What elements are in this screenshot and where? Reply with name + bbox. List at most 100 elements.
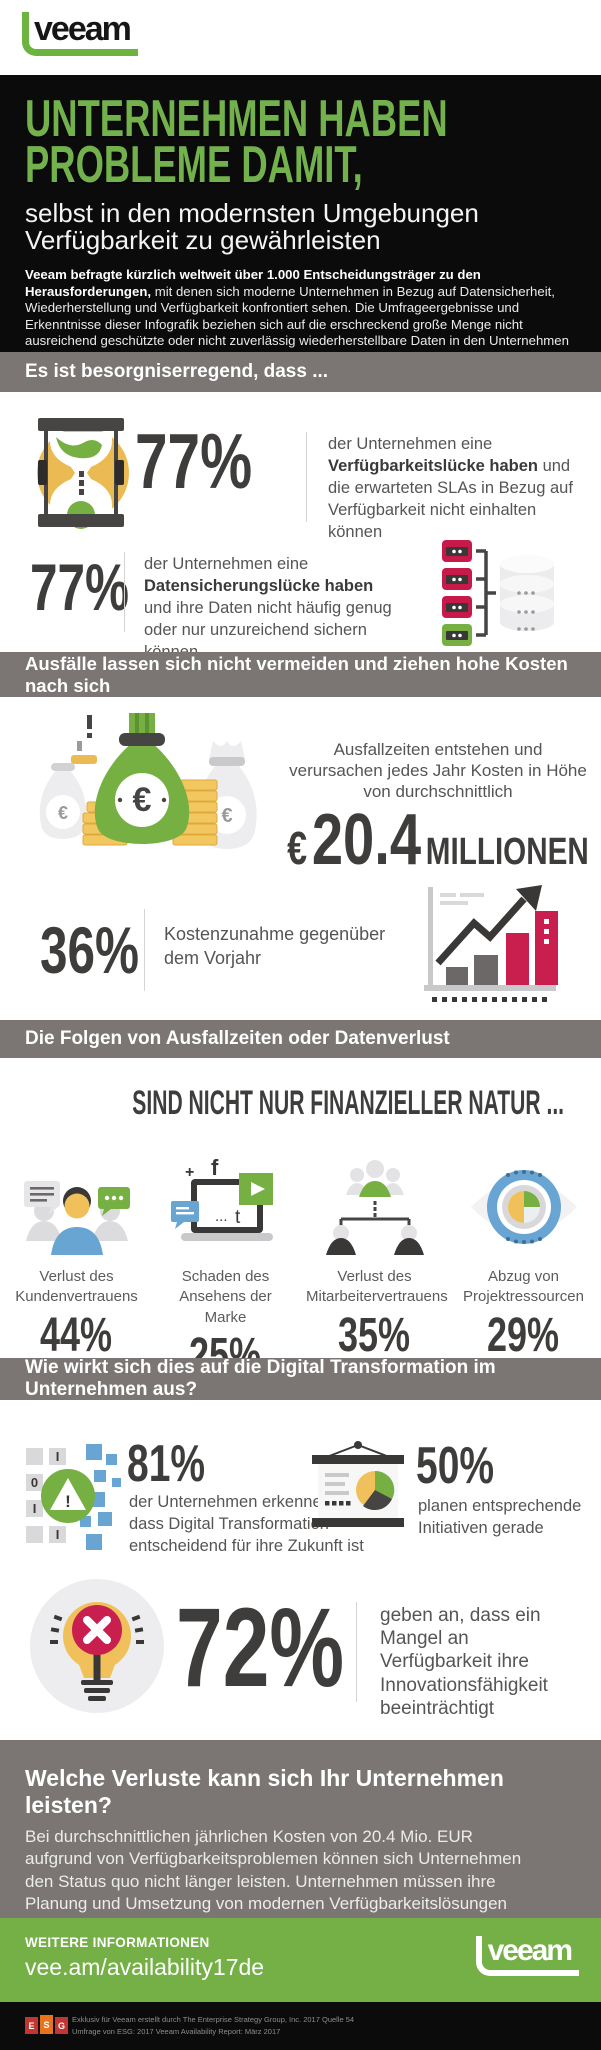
consequence-label: Abzug von Projektressourcen — [463, 1268, 584, 1306]
consequences-section: SIND NICHT NUR FINANZIELLER NATUR ... — [0, 1058, 601, 1379]
svg-text:...: ... — [215, 1208, 228, 1225]
dt-importance-text: der Unternehmen erkennen, dass Digital T… — [129, 1493, 364, 1555]
dt-importance-value: 81% — [127, 1435, 206, 1493]
credits-strip: E S G Exklusiv für Veeam erstellt durch … — [0, 2002, 601, 2050]
footer-banner: WEITERE INFORMATIONEN vee.am/availabilit… — [0, 1918, 601, 2002]
cost-increase-text: Kostenzunahme gegenüber dem Vorjahr — [164, 924, 386, 968]
presentation-pie-icon — [308, 1440, 408, 1545]
cost-increase-stat: 36% Kostenzunahme gegenüber dem Vorjahr — [0, 877, 601, 1020]
consequence-customers: Verlust des Kundenvertrauens 44% — [2, 1155, 151, 1380]
footer-info-label: WEITERE INFORMATIONEN — [25, 1935, 210, 1950]
hero-title: UNTERNEHMEN HABEN PROBLEME DAMIT, — [25, 90, 448, 194]
brand-laptop-icon: + f ... t — [151, 1155, 300, 1255]
svg-text:!: ! — [65, 1492, 71, 1511]
consequence-label: Verlust des Mitarbeitervertrauens — [306, 1268, 448, 1306]
section-bar-concern-title: Es ist besorgniserregend, dass ... — [25, 361, 329, 382]
hero-title-line1: UNTERNEHMEN HABEN — [25, 90, 448, 148]
svg-text:I: I — [56, 1527, 60, 1542]
consequence-value: 29% — [487, 1308, 560, 1362]
innovation-value: 72% — [176, 1585, 345, 1710]
bulb-cross-icon — [28, 1576, 166, 1721]
svg-text:€: € — [221, 805, 232, 827]
eye-pie-icon — [449, 1155, 598, 1255]
divider — [124, 552, 125, 632]
consequence-employees: Verlust des Mitarbeitervertrauens 35% — [300, 1155, 449, 1380]
backup-gap-stat: 77% der Unternehmen eine Datensicherungs… — [0, 522, 601, 661]
divider — [356, 1602, 357, 1702]
section-bar-consequences-title: Die Folgen von Ausfallzeiten oder Datenv… — [25, 1028, 450, 1049]
svg-text:f: f — [211, 1157, 219, 1180]
hero-subtitle-line1: selbst in den modernsten Umgebungen — [25, 198, 479, 228]
euro-symbol: € — [287, 822, 308, 874]
binary-warning-icon: I 0 I I ! — [24, 1442, 124, 1562]
consequence-label: Verlust des Kundenvertrauens — [15, 1268, 138, 1306]
dt-initiatives-value: 50% — [416, 1437, 495, 1495]
divider — [306, 432, 307, 522]
availability-gap-value: 77% — [135, 417, 253, 505]
section-bar-costs-title: Ausfälle lassen sich nicht vermeiden und… — [25, 652, 568, 696]
consequence-value: 35% — [338, 1308, 411, 1362]
hero-title-line2: PROBLEME DAMIT, — [25, 136, 363, 194]
veeam-swoosh-icon — [475, 1936, 579, 1976]
credit-line1: Exklusiv für Veeam erstellt durch The En… — [72, 2015, 355, 2024]
hero-section: UNTERNEHMEN HABEN PROBLEME DAMIT, selbst… — [0, 75, 601, 365]
innovation-text: geben an, dass ein Mangel an Verfügbarke… — [380, 1605, 548, 1719]
hero-subtitle-line2: Verfügbarkeit zu gewährleisten — [25, 225, 381, 255]
cost-text-block: Ausfallzeiten entstehen und verursachen … — [287, 697, 589, 876]
growth-chart-icon — [420, 883, 568, 1016]
svg-text:+: + — [185, 1164, 194, 1181]
hourglass-icon — [25, 416, 137, 535]
veeam-footer-logo: veeam — [475, 1934, 579, 1976]
esg-logo: E S G — [25, 2015, 68, 2034]
veeam-logo-text: veeam — [34, 10, 132, 48]
closing-title: Welche Verluste kann sich Ihr Unternehme… — [25, 1765, 504, 1818]
green-bag-center: € — [94, 713, 190, 844]
consequence-value: 44% — [40, 1308, 113, 1362]
cost-amount-unit: MILLIONEN — [425, 831, 589, 873]
svg-text:t: t — [235, 1207, 241, 1228]
section-bar-dt-title: Wie wirkt sich dies auf die Digital Tran… — [25, 1357, 496, 1400]
svg-text:I: I — [33, 1501, 37, 1516]
consequence-brand: + f ... t Schaden des Ansehens d — [151, 1155, 300, 1380]
consequence-label: Schaden des Ansehens der Marke — [179, 1268, 272, 1326]
svg-text:€: € — [133, 781, 152, 819]
section-bar-concern: Es ist besorgniserregend, dass ... — [0, 352, 601, 392]
cost-intro: Ausfallzeiten entstehen und verursachen … — [289, 740, 587, 801]
servers-database-icon — [438, 538, 560, 655]
hero-subtitle: selbst in den modernsten Umgebungen Verf… — [25, 200, 576, 254]
backup-gap-text: der Unternehmen eine Datensicherungslück… — [144, 555, 392, 661]
consequence-resources: Abzug von Projektressourcen 29% — [449, 1155, 598, 1380]
veeam-logo: veeam — [22, 10, 138, 56]
innovation-stat-row: 72% geben an, dass ein Mangel an Verfügb… — [0, 1570, 601, 1740]
svg-text:€: € — [58, 803, 68, 823]
cost-increase-value: 36% — [40, 913, 140, 987]
footer-info-link[interactable]: vee.am/availability17de — [25, 1954, 265, 1980]
money-bags-icon: € € — [25, 707, 260, 864]
consequence-columns: Verlust des Kundenvertrauens 44% + f ...… — [0, 1155, 601, 1380]
divider — [144, 909, 145, 991]
hero-intro-bold: Veeam befragte kürzlich weltweit über 1.… — [25, 267, 481, 299]
gray-bag-left: € — [39, 763, 87, 839]
section-bar-consequences: Die Folgen von Ausfallzeiten oder Datenv… — [0, 1020, 601, 1058]
backup-gap-value: 77% — [30, 550, 130, 624]
veeam-swoosh-icon — [22, 12, 138, 56]
cost-amount: €20.4 MILLIONEN — [287, 804, 589, 876]
section-bar-costs: Ausfälle lassen sich nicht vermeiden und… — [0, 652, 601, 697]
availability-gap-text: der Unternehmen eine Verfügbarkeitslücke… — [328, 435, 573, 541]
svg-text:I: I — [56, 1449, 60, 1464]
section-bar-digital-transformation: Wie wirkt sich dies auf die Digital Tran… — [0, 1357, 601, 1400]
customers-icon — [2, 1155, 151, 1255]
credit-text: Exklusiv für Veeam erstellt durch The En… — [72, 2014, 354, 2038]
cost-section: € € — [0, 697, 601, 877]
veeam-footer-logo-text: veeam — [487, 1934, 573, 1967]
credit-line2: Umfrage von ESG: 2017 Veeam Availability… — [72, 2027, 281, 2036]
closing-section: Welche Verluste kann sich Ihr Unternehme… — [0, 1740, 601, 1958]
header-logo-band: veeam — [0, 0, 601, 75]
cost-amount-value: 20.4 — [311, 800, 422, 880]
availability-gap-stat: 77% der Unternehmen eine Verfügbarkeitsl… — [0, 392, 601, 541]
svg-text:0: 0 — [31, 1475, 38, 1490]
employees-org-icon — [300, 1155, 449, 1255]
dt-stats-row: I 0 I I ! 81% der Unternehmen erkennen, … — [0, 1400, 601, 1570]
dt-initiatives-text: planen entsprechende Initiativen gerade — [418, 1497, 582, 1537]
